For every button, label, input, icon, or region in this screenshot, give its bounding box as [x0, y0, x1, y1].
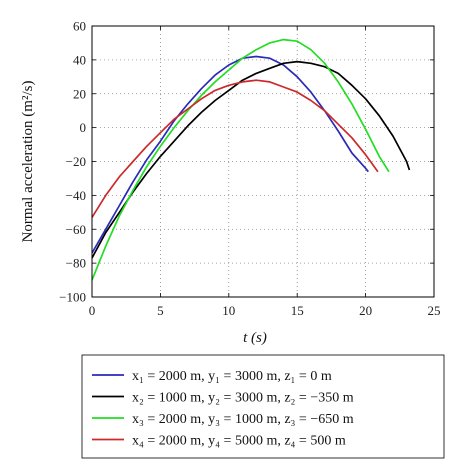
y-tick-label: −100 [59, 290, 86, 305]
y-tick-label: 0 [80, 120, 87, 135]
plot-frame [91, 25, 435, 298]
x-tick-label: 5 [157, 303, 164, 318]
x-axis-label: t (s) [243, 330, 267, 346]
y-tick-label: 40 [73, 52, 86, 67]
legend-entries: x₁ = 2000 m, y₁ = 3000 m, z₁ = 0 m x₂ = 1… [92, 369, 354, 449]
y-tick-label: 20 [73, 86, 86, 101]
y-axis-label: Normal acceleration (m²/s) [20, 81, 36, 243]
x-tick-label: 20 [359, 303, 372, 318]
y-tick-label: −20 [66, 154, 86, 169]
x-tick-label: 15 [291, 303, 304, 318]
series-line-2 [91, 60, 411, 259]
tick-labels: 0 5 10 15 20 25 60 40 20 0 −20 −40 −60 −80 −100 [59, 19, 440, 319]
y-tick-label: 60 [73, 19, 86, 34]
series-line-3 [91, 38, 390, 281]
series-line-4 [91, 79, 379, 218]
legend-label-2: x₂ = 1000 m, y₂ = 3000 m, z₂ = −350 m [132, 391, 354, 406]
y-tick-label: −40 [66, 188, 86, 203]
legend-label-4: x₄ = 2000 m, y₄ = 5000 m, z₄ = 500 m [132, 434, 346, 449]
series-line-1 [91, 55, 369, 254]
y-tick-label: −60 [66, 222, 86, 237]
x-tick-label: 10 [222, 303, 235, 318]
x-tick-label: 25 [428, 303, 441, 318]
legend [81, 354, 445, 459]
legend-label-3: x₃ = 2000 m, y₃ = 1000 m, z₃ = −650 m [132, 412, 354, 427]
y-tick-label: −80 [66, 256, 86, 271]
x-tick-label: 0 [89, 303, 96, 318]
legend-label-1: x₁ = 2000 m, y₁ = 3000 m, z₁ = 0 m [132, 369, 332, 384]
series-lines [91, 38, 411, 281]
